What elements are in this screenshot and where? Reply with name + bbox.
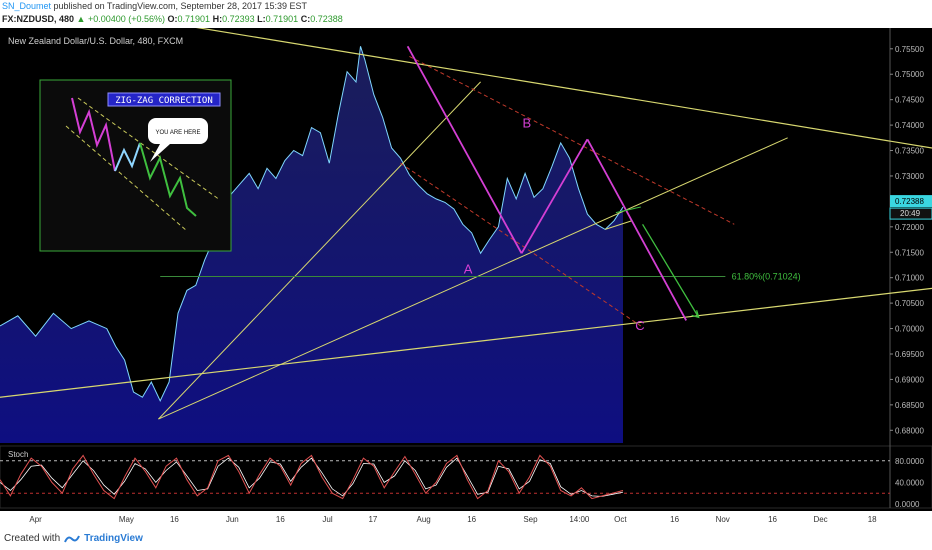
wave-label-b: B <box>523 116 532 131</box>
price-chart[interactable]: New Zealand Dollar/U.S. Dollar, 480, FXC… <box>0 28 932 528</box>
time-tick-label: 16 <box>467 515 476 524</box>
time-tick-label: Aug <box>417 515 431 524</box>
symbol-label: FX:NZDUSD, 480 <box>2 14 75 24</box>
projection-line <box>642 223 700 318</box>
time-tick-label: 16 <box>170 515 179 524</box>
stoch-tick-label: 0.0000 <box>895 500 920 509</box>
price-tick-label: 0.71500 <box>895 248 924 257</box>
price-tick-label: 0.69500 <box>895 350 924 359</box>
inset-channel-top <box>77 97 221 201</box>
ohlc-close-key: C: <box>300 14 311 24</box>
published-text: published on TradingView.com, September … <box>53 1 308 11</box>
last-price-label: 0.72388 <box>895 197 924 206</box>
time-axis-background <box>0 511 932 528</box>
symbol-header: FX:NZDUSD, 480 ▲ +0.00400 (+0.56%) O:0.7… <box>0 13 932 26</box>
time-tick-label: 17 <box>368 515 377 524</box>
rising-trendline <box>158 137 788 420</box>
time-tick-label: Jun <box>226 515 239 524</box>
wave-line-c <box>586 138 687 321</box>
inset-wave-green <box>139 142 197 217</box>
wave-label-a: A <box>464 262 473 277</box>
ohlc-open-value: 0.71901 <box>177 14 211 24</box>
callout-tail <box>150 144 170 162</box>
flag-trendline <box>605 220 633 230</box>
wave-label-c: C <box>635 318 644 333</box>
ohlc-high-value: 0.72393 <box>222 14 255 24</box>
projection-arrowhead <box>691 310 700 319</box>
change-label: ▲ +0.00400 (+0.56%) <box>76 14 165 24</box>
time-tick-label: Apr <box>29 515 42 524</box>
inset-channel-bottom <box>65 125 188 232</box>
tradingview-logo-icon <box>64 535 81 543</box>
price-tick-label: 0.73500 <box>895 147 924 156</box>
callout-bubble <box>148 118 208 144</box>
fib-level-label: 61.80%(0.71024) <box>732 271 801 281</box>
price-tick-label: 0.70000 <box>895 325 924 334</box>
time-tick-label: 16 <box>768 515 777 524</box>
time-tick-label: 16 <box>276 515 285 524</box>
stoch-tick-label: 80.0000 <box>895 457 924 466</box>
wave-line-b <box>520 138 589 254</box>
inset-wave-purple <box>71 97 116 172</box>
time-tick-label: Dec <box>813 515 827 524</box>
time-tick-label: 18 <box>868 515 877 524</box>
lower-trendline <box>0 287 932 398</box>
inset-wave-blue <box>114 142 141 172</box>
time-tick-label: May <box>119 515 134 524</box>
time-tick-label: Nov <box>716 515 730 524</box>
price-area <box>0 46 623 444</box>
callout-text: YOU ARE HERE <box>155 130 200 136</box>
ohlc-low-value: 0.71901 <box>265 14 299 24</box>
price-tick-label: 0.75000 <box>895 70 924 79</box>
inset-title-box <box>107 92 221 107</box>
price-tick-label: 0.68500 <box>895 401 924 410</box>
countdown-label: 20:49 <box>900 209 921 218</box>
chart-title: New Zealand Dollar/U.S. Dollar, 480, FXC… <box>8 36 183 46</box>
time-tick-label: Oct <box>614 515 627 524</box>
last-price-badge <box>890 195 932 208</box>
countdown-badge <box>889 207 932 220</box>
price-tick-label: 0.69000 <box>895 375 924 384</box>
time-tick-label: Sep <box>523 515 538 524</box>
ohlc-low-key: L: <box>257 14 266 24</box>
price-tick-label: 0.74500 <box>895 96 924 105</box>
ohlc-close-value: 0.72388 <box>310 14 343 24</box>
inset-frame <box>39 79 232 252</box>
inset-title: ZIG-ZAG CORRECTION <box>115 96 213 106</box>
small-arrow-line <box>615 206 641 214</box>
price-tick-label: 0.68000 <box>895 426 924 435</box>
price-tick-label: 0.74000 <box>895 121 924 130</box>
ohlc-open-key: O: <box>167 14 178 24</box>
price-line <box>0 46 624 402</box>
price-tick-label: 0.72000 <box>895 223 924 232</box>
stoch-k-line <box>0 454 624 500</box>
price-tick-label: 0.70500 <box>895 299 924 308</box>
stoch-label: Stoch <box>8 450 28 459</box>
price-tick-label: 0.73000 <box>895 172 924 181</box>
wave-line-a <box>406 45 523 254</box>
time-tick-label: Jul <box>322 515 332 524</box>
stoch-tick-label: 40.0000 <box>895 478 924 487</box>
tradingview-brand[interactable]: TradingView <box>84 533 143 544</box>
price-tick-label: 0.71000 <box>895 274 924 283</box>
channel-upper-line <box>409 55 735 225</box>
time-tick-label: 16 <box>670 515 679 524</box>
footer: Created with TradingView <box>0 528 932 550</box>
author-link[interactable]: SN_Doumet <box>2 1 52 11</box>
time-tick-label: 14:00 <box>569 515 590 524</box>
upper-trendline <box>195 28 932 149</box>
stoch-d-line <box>0 457 624 497</box>
publish-header: SN_Doumet published on TradingView.com, … <box>0 0 932 13</box>
zigzag-inset: ZIG-ZAG CORRECTION YOU ARE HERE <box>39 79 232 252</box>
ohlc-high-key: H: <box>212 14 223 24</box>
price-tick-label: 0.75500 <box>895 45 924 54</box>
steep-trendline <box>158 81 481 420</box>
channel-lower-line <box>400 162 642 327</box>
created-with-text: Created with <box>4 533 61 544</box>
